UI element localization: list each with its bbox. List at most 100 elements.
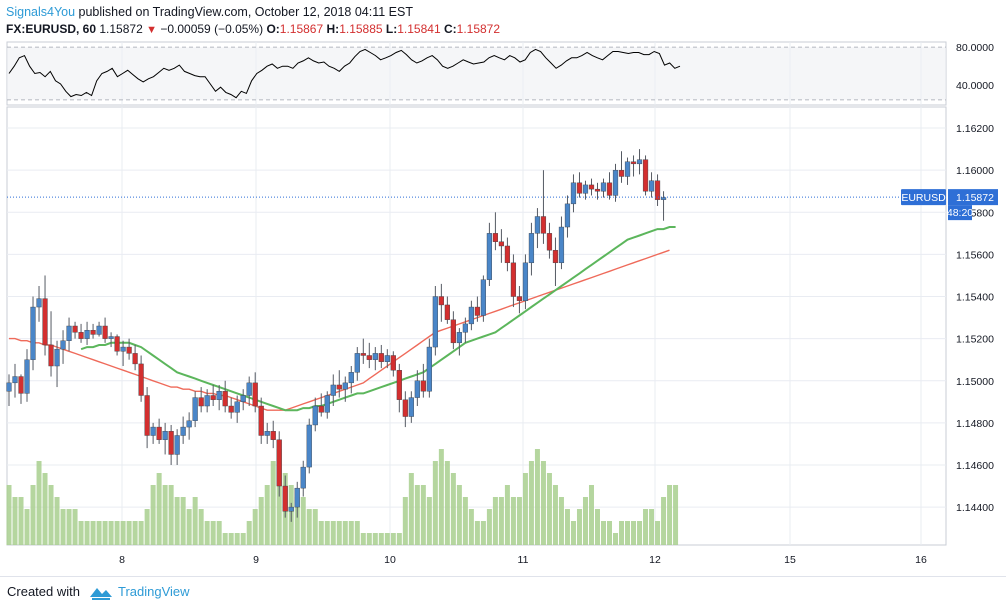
volume-bar: [163, 485, 168, 545]
time-tick-label: 12: [649, 554, 661, 566]
candle-body: [241, 395, 246, 401]
candle-body: [205, 395, 210, 406]
volume-bar: [145, 509, 150, 545]
volume-bar: [481, 521, 486, 545]
volume-bar: [343, 521, 348, 545]
price-pane: [7, 107, 946, 545]
candle-body: [571, 183, 576, 204]
candle-body: [187, 421, 192, 427]
candle-body: [385, 355, 390, 361]
candle-body: [103, 326, 108, 339]
candle-body: [97, 326, 102, 334]
volume-bar: [337, 521, 342, 545]
volume-bar: [79, 521, 84, 545]
price-tick-label: 1.15400: [956, 292, 994, 304]
volume-bar: [301, 497, 306, 545]
candle-body: [37, 299, 42, 307]
candle-body: [217, 391, 222, 399]
volume-bar: [271, 461, 276, 545]
countdown-tag: 48:20: [947, 207, 973, 219]
price-tick-label: 1.14400: [956, 502, 994, 514]
volume-bar: [523, 473, 528, 545]
price-tick-label: 1.16000: [956, 165, 994, 177]
volume-bar: [469, 509, 474, 545]
tradingview-link[interactable]: TradingView: [118, 584, 190, 599]
candle-body: [151, 427, 156, 435]
candle-body: [577, 183, 582, 194]
chart-canvas[interactable]: 80.0000 40.0000 1.162001.160001.158001.1…: [0, 0, 1006, 576]
price-tick-label: 1.15200: [956, 334, 994, 346]
candle-body: [373, 353, 378, 359]
candle-body: [469, 307, 474, 324]
volume-bar: [619, 521, 624, 545]
volume-bar: [211, 521, 216, 545]
candle-body: [247, 383, 252, 396]
candle-body: [631, 162, 636, 164]
candle-body: [601, 183, 606, 191]
candle-body: [547, 233, 552, 250]
volume-bar: [97, 521, 102, 545]
candle-body: [265, 431, 270, 435]
volume-bar: [415, 485, 420, 545]
candle-body: [193, 398, 198, 421]
volume-bar: [571, 521, 576, 545]
candle-body: [325, 395, 330, 412]
volume-bar: [667, 485, 672, 545]
volume-bar: [517, 497, 522, 545]
candle-body: [595, 189, 600, 191]
candle-body: [73, 326, 78, 332]
candle-body: [337, 385, 342, 389]
volume-bar: [397, 533, 402, 545]
candle-body: [367, 355, 372, 359]
price-tick-label: 1.16200: [956, 123, 994, 135]
candle-body: [439, 297, 444, 305]
tradingview-logo-icon[interactable]: [88, 583, 114, 601]
volume-bar: [187, 509, 192, 545]
candle-body: [157, 427, 162, 440]
candle-body: [505, 246, 510, 263]
candle-body: [559, 227, 564, 263]
volume-bar: [427, 497, 432, 545]
volume-bar: [115, 521, 120, 545]
candle-body: [133, 353, 138, 364]
time-tick-label: 11: [518, 554, 529, 566]
candle-body: [481, 280, 486, 316]
volume-bar: [175, 497, 180, 545]
candle-body: [445, 305, 450, 320]
candle-body: [457, 332, 462, 343]
oscillator-band: [7, 47, 946, 100]
volume-bar: [199, 509, 204, 545]
candle-body: [301, 467, 306, 488]
time-tick-label: 10: [384, 554, 396, 566]
candle-body: [361, 353, 366, 355]
candle-body: [85, 330, 90, 338]
candle-body: [535, 217, 540, 234]
candle-body: [637, 160, 642, 164]
created-with-text: Created with: [7, 584, 80, 599]
candle-body: [499, 242, 504, 246]
volume-bar: [673, 485, 678, 545]
volume-bar: [19, 497, 24, 545]
candle-body: [331, 385, 336, 396]
candle-body: [475, 307, 480, 315]
candle-body: [493, 233, 498, 241]
candle-body: [619, 170, 624, 176]
volume-bar: [193, 497, 198, 545]
candle-body: [31, 307, 36, 360]
volume-bar: [493, 497, 498, 545]
candle-body: [79, 332, 84, 338]
candle-body: [649, 181, 654, 192]
volume-bar: [313, 509, 318, 545]
candle-body: [13, 377, 18, 383]
volume-bar: [511, 497, 516, 545]
volume-bar: [235, 533, 240, 545]
candle-body: [55, 349, 60, 366]
volume-bar: [601, 521, 606, 545]
candle-body: [613, 170, 618, 195]
volume-bar: [103, 521, 108, 545]
volume-bar: [91, 521, 96, 545]
volume-bar: [325, 521, 330, 545]
volume-bar: [379, 533, 384, 545]
volume-bar: [409, 473, 414, 545]
candle-body: [421, 381, 426, 392]
